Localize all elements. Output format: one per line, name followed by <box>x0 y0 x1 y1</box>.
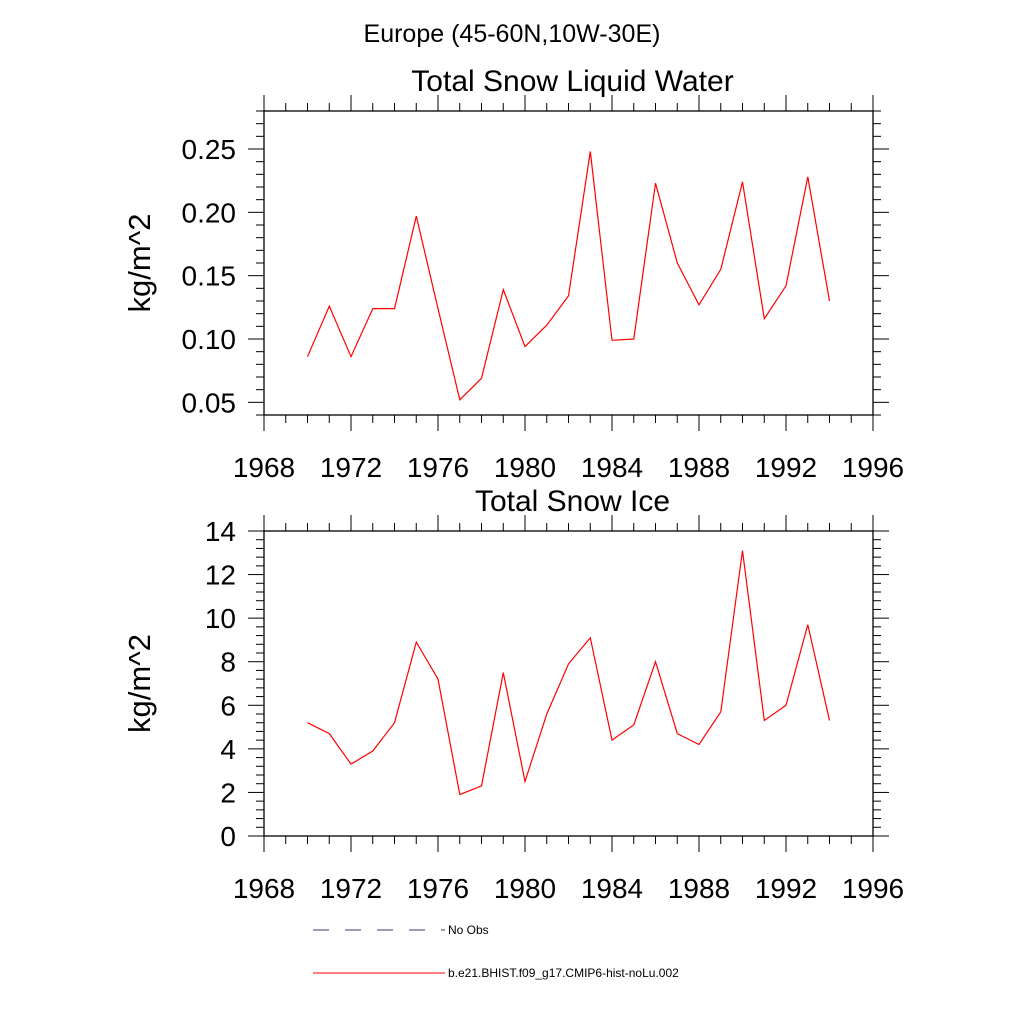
x-tick-label: 1972 <box>320 873 382 904</box>
y-tick-label: 6 <box>220 690 236 721</box>
chart-panel-snow-liquid-water: Total Snow Liquid Water kg/m^2 1968 1972 197… <box>122 65 904 483</box>
x-tick-label: 1980 <box>494 452 556 483</box>
y-tick-label: 0.15 <box>182 261 237 292</box>
x-tick-label: 1992 <box>755 873 817 904</box>
y-tick-label: 0.25 <box>182 134 237 165</box>
series-line <box>306 151 831 401</box>
figure-title: Europe (45-60N,10W-30E) <box>364 20 661 48</box>
y-tick-label: 8 <box>220 647 236 678</box>
x-tick-label: 1992 <box>755 452 817 483</box>
y-tick-label: 0.05 <box>182 387 237 418</box>
x-tick-label: 1984 <box>581 452 643 483</box>
panel-title: Total Snow Liquid Water <box>411 65 733 98</box>
plot-frame <box>263 110 874 416</box>
x-tick-label: 1976 <box>407 452 469 483</box>
x-tick-label: 1968 <box>233 452 295 483</box>
plot-frame <box>263 530 874 837</box>
x-tick-label: 1980 <box>494 873 556 904</box>
panel-title: Total Snow Ice <box>475 485 670 518</box>
y-tick-label: 2 <box>220 777 236 808</box>
x-tick-label: 1968 <box>233 873 295 904</box>
x-tick-label: 1988 <box>668 873 730 904</box>
y-tick-label: 12 <box>205 560 236 591</box>
x-tick-label: 1988 <box>668 452 730 483</box>
x-tick-label: 1984 <box>581 873 643 904</box>
chart-panel-snow-ice: Total Snow Ice kg/m^2 1968 1972 1976 1980 1984… <box>122 485 904 904</box>
series-line <box>307 550 831 796</box>
x-tick-label: 1976 <box>407 873 469 904</box>
x-tick-label: 1972 <box>320 452 382 483</box>
legend-label-no-obs: No Obs <box>448 923 489 937</box>
y-tick-label: 14 <box>205 516 236 547</box>
y-tick-label: 0 <box>220 821 236 852</box>
y-tick-label: 10 <box>205 603 236 634</box>
x-tick-label: 1996 <box>842 452 904 483</box>
y-tick-label: 4 <box>220 734 236 765</box>
legend-label-model-run: b.e21.BHIST.f09_g17.CMIP6-hist-noLu.002 <box>448 966 679 980</box>
y-tick-label: 0.10 <box>182 324 237 355</box>
y-tick-label: 0.20 <box>182 197 237 228</box>
y-axis-label: kg/m^2 <box>122 634 157 733</box>
legend: No Obs b.e21.BHIST.f09_g17.CMIP6-hist-no… <box>313 923 679 980</box>
y-axis-label: kg/m^2 <box>122 214 157 313</box>
x-tick-label: 1996 <box>842 873 904 904</box>
